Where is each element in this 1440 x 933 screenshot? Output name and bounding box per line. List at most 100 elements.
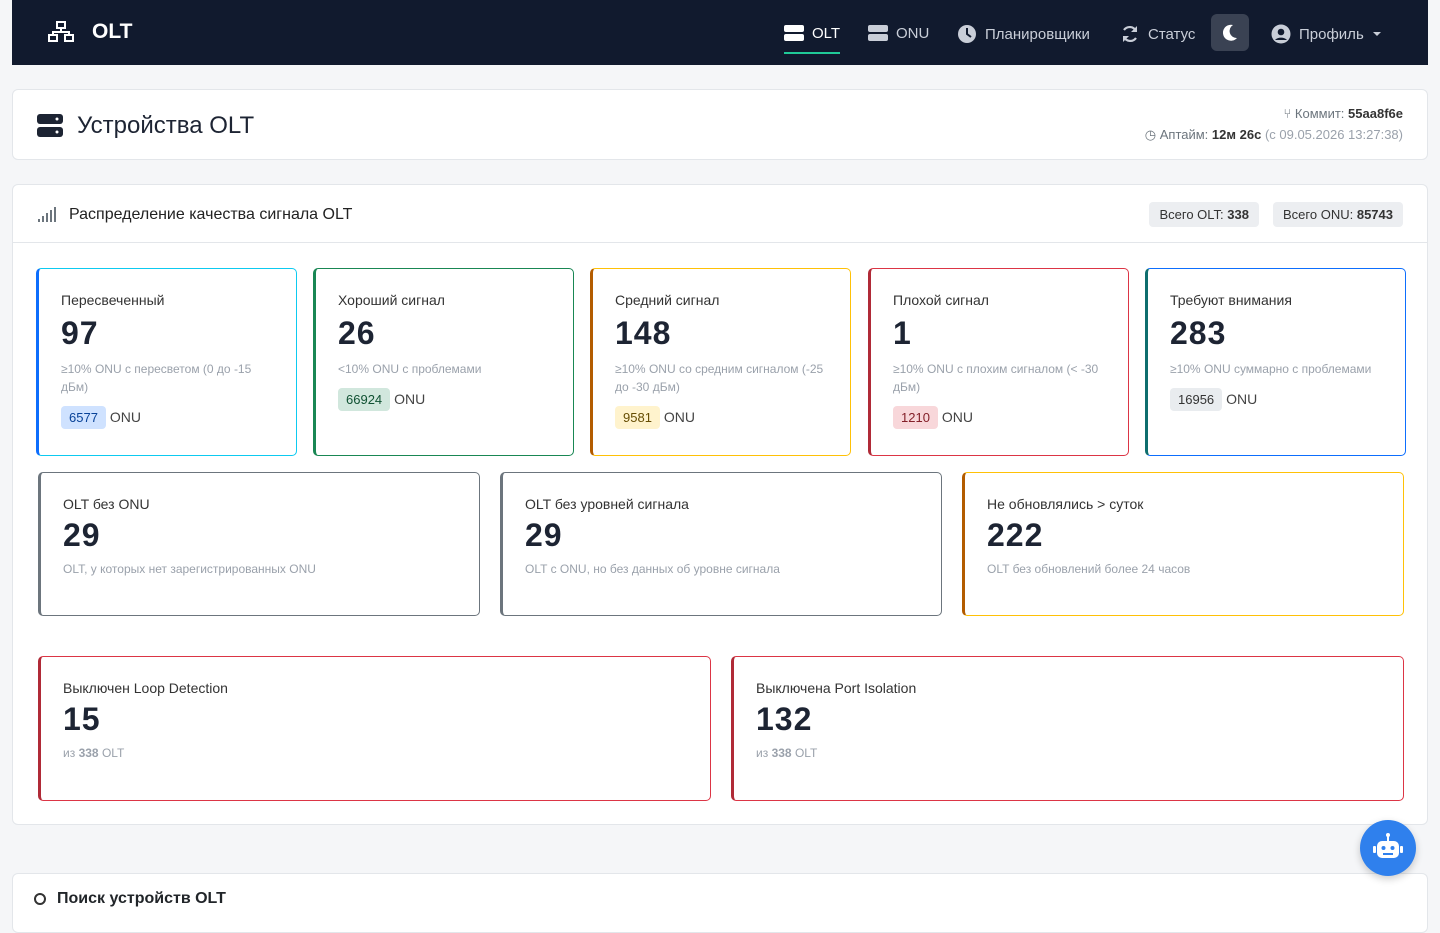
onu-unit: ONU bbox=[941, 409, 974, 425]
onu-count: 66924 ONU bbox=[338, 388, 551, 411]
card-description: из 338 OLT bbox=[756, 744, 1381, 762]
onu-badge: 16956 bbox=[1170, 388, 1223, 411]
commit-label: Коммит: bbox=[1294, 106, 1345, 121]
nav-label: ONU bbox=[896, 24, 930, 42]
total-olt-badge: Всего OLT: 338 bbox=[1149, 202, 1259, 227]
signal-icon bbox=[38, 207, 56, 222]
onu-count: 6577 ONU bbox=[61, 406, 274, 429]
panel-title: Распределение качества сигнала OLT bbox=[69, 206, 353, 223]
card-value: 283 bbox=[1170, 315, 1227, 351]
status-card: OLT без уровней сигнала 29 OLT с ONU, но б… bbox=[500, 472, 942, 616]
search-icon bbox=[34, 893, 46, 905]
status-card: OLT без ONU 29 OLT, у которых нет зарегист… bbox=[38, 472, 480, 616]
onu-unit: ONU bbox=[109, 409, 142, 425]
signal-card: Средний сигнал 148 ≥10% ONU со средним сиг… bbox=[590, 268, 851, 456]
olt-total: 338 bbox=[771, 746, 792, 760]
uptime-since: (с 09.05.2026 13:27:38) bbox=[1264, 127, 1403, 142]
card-description: OLT без обновлений более 24 часов bbox=[987, 562, 1191, 576]
card-value: 132 bbox=[756, 701, 813, 737]
olt-unit: OLT bbox=[101, 746, 125, 760]
search-card: Поиск устройств OLT bbox=[12, 873, 1428, 933]
badge-value: 338 bbox=[1227, 207, 1249, 222]
uptime-value: 12м 26с bbox=[1211, 127, 1262, 142]
panel-header: Распределение качества сигнала OLT Всего… bbox=[13, 185, 1427, 243]
card-title: Выключен Loop Detection bbox=[63, 680, 228, 696]
onu-badge: 9581 bbox=[615, 406, 660, 429]
nav-label: Профиль bbox=[1299, 25, 1364, 43]
signal-card: Плохой сигнал 1 ≥10% ONU с плохим сигналом… bbox=[868, 268, 1129, 456]
badge-label: Всего ONU: bbox=[1283, 207, 1354, 222]
brand[interactable]: OLT bbox=[92, 20, 133, 43]
assistant-button[interactable] bbox=[1360, 820, 1416, 876]
card-title: Требуют внимания bbox=[1170, 292, 1292, 308]
nav-schedulers[interactable]: Планировщики bbox=[957, 24, 1090, 44]
signal-panel: Распределение качества сигнала OLT Всего… bbox=[12, 184, 1428, 825]
nav-profile[interactable]: Профиль bbox=[1271, 24, 1382, 44]
nav-onu[interactable]: ONU bbox=[868, 24, 929, 42]
onu-count: 1210 ONU bbox=[893, 406, 1106, 429]
nav-olt[interactable]: OLT bbox=[784, 24, 841, 54]
card-value: 222 bbox=[987, 517, 1044, 553]
nav-label: Планировщики bbox=[985, 25, 1090, 43]
olt-unit: OLT bbox=[794, 746, 818, 760]
onu-badge: 1210 bbox=[893, 406, 938, 429]
card-value: 1 bbox=[893, 315, 912, 351]
card-description: OLT с ONU, но без данных об уровне сигна… bbox=[525, 562, 780, 576]
card-title: OLT без ONU bbox=[63, 496, 150, 512]
card-value: 26 bbox=[338, 315, 376, 351]
onu-badge: 66924 bbox=[338, 388, 391, 411]
header-icon bbox=[37, 114, 63, 137]
card-description: ≥10% ONU с плохим сигналом (< -30 дБм) bbox=[893, 362, 1099, 394]
nav-label: OLT bbox=[812, 24, 841, 42]
card-value: 29 bbox=[63, 517, 101, 553]
onu-badge: 6577 bbox=[61, 406, 106, 429]
card-title: Средний сигнал bbox=[615, 292, 720, 308]
card-title: Не обновлялись > суток bbox=[987, 496, 1144, 512]
page: OLT { "navbar": {"brand": "OLT", "items"… bbox=[12, 0, 1428, 933]
theme-toggle[interactable] bbox=[1211, 14, 1249, 51]
nav-status[interactable]: Статус bbox=[1120, 24, 1195, 44]
card-value: 15 bbox=[63, 701, 101, 737]
card-title: Плохой сигнал bbox=[893, 292, 989, 308]
config-card: Выключена Port Isolation 132 из 338 OLT bbox=[731, 656, 1404, 801]
signal-card: Хороший сигнал 26 <10% ONU с проблемами 669… bbox=[313, 268, 574, 456]
status-card: Не обновлялись > суток 222 OLT без обновле… bbox=[962, 472, 1404, 616]
olt-total: 338 bbox=[78, 746, 99, 760]
nav-label: Статус bbox=[1148, 25, 1196, 43]
onu-count: 16956 ONU bbox=[1170, 388, 1383, 411]
uptime-info: ◷ Аптайм: 12м 26с (с 09.05.2026 13:27:38… bbox=[1144, 127, 1403, 142]
card-value: 29 bbox=[525, 517, 563, 553]
body: OLT OLT ONU Планировщики Статус Профиль … bbox=[12, 0, 1428, 933]
config-card: Выключен Loop Detection 15 из 338 OLT bbox=[38, 656, 711, 801]
card-title: Хороший сигнал bbox=[338, 292, 445, 308]
card-description: ≥10% ONU со средним сигналом (-25 до -30… bbox=[615, 362, 824, 394]
onu-unit: ONU bbox=[1226, 391, 1258, 407]
signal-card: Пересвеченный 97 ≥10% ONU с пересветом (0 … bbox=[36, 268, 297, 456]
card-value: 148 bbox=[615, 315, 672, 351]
page-title: Устройства OLT bbox=[77, 112, 255, 139]
badge-value: 85743 bbox=[1356, 207, 1393, 222]
card-description: OLT, у которых нет зарегистрированных ON… bbox=[63, 562, 316, 576]
card-value: 97 bbox=[61, 315, 99, 351]
onu-count: 9581 ONU bbox=[615, 406, 828, 429]
card-description: ≥10% ONU с пересветом (0 до -15 дБм) bbox=[61, 362, 252, 394]
badge-label: Всего OLT: bbox=[1159, 207, 1224, 222]
brand-icon bbox=[48, 21, 74, 42]
search-title: Поиск устройств OLT bbox=[57, 890, 226, 907]
page-header: Устройства OLT ⑂ Коммит: 55aa8f6e ◷ Апта… bbox=[12, 89, 1428, 160]
card-title: Пересвеченный bbox=[61, 292, 165, 308]
of-label: из bbox=[756, 746, 769, 760]
onu-unit: ONU bbox=[394, 391, 426, 407]
card-title: Выключена Port Isolation bbox=[756, 680, 917, 696]
commit-info: ⑂ Коммит: 55aa8f6e bbox=[1283, 106, 1403, 121]
card-description: из 338 OLT bbox=[63, 744, 688, 762]
navbar: OLT OLT ONU Планировщики Статус Профиль bbox=[12, 0, 1428, 65]
onu-unit: ONU bbox=[663, 409, 696, 425]
commit-hash: 55aa8f6e bbox=[1348, 106, 1403, 121]
card-title: OLT без уровней сигнала bbox=[525, 496, 689, 512]
uptime-label: Аптайм: bbox=[1159, 127, 1209, 142]
card-description: <10% ONU с проблемами bbox=[338, 362, 482, 376]
signal-card: Требуют внимания 283 ≥10% ONU суммарно с п… bbox=[1145, 268, 1406, 456]
of-label: из bbox=[63, 746, 76, 760]
total-onu-badge: Всего ONU: 85743 bbox=[1273, 202, 1403, 227]
